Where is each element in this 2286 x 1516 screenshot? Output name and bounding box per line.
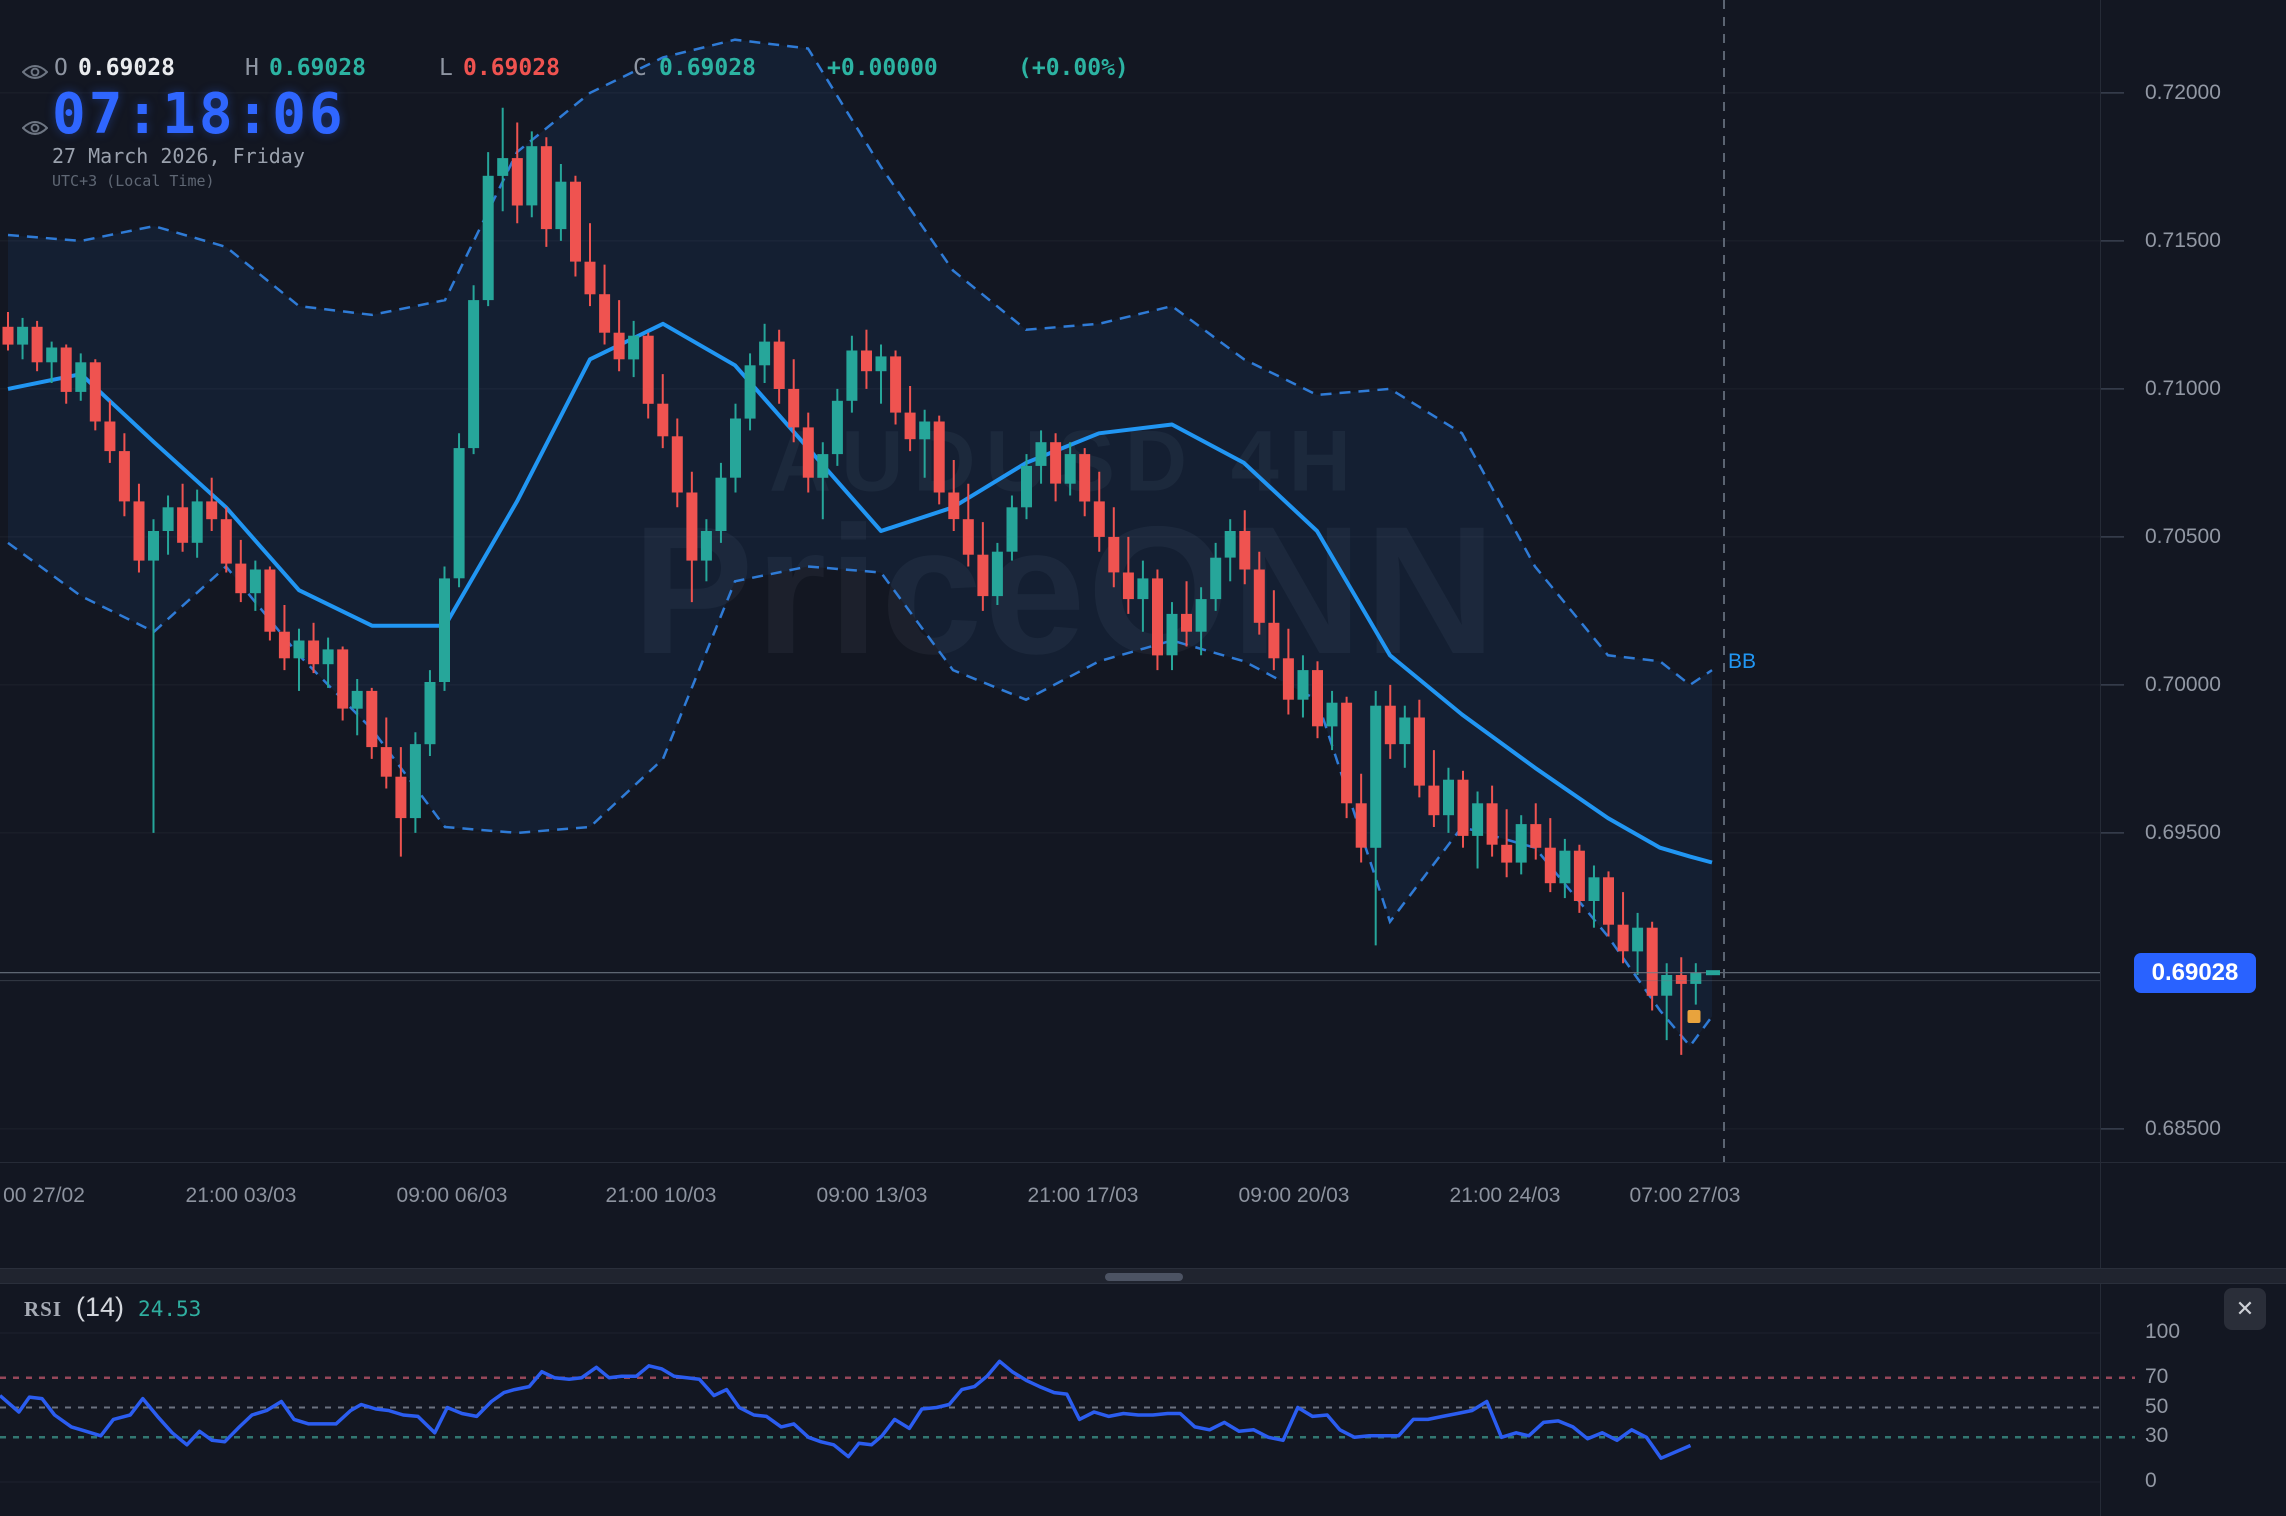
high-label: H (245, 55, 259, 81)
rsi-tick-label: 30 (2145, 1424, 2169, 1448)
rsi-header: RSI (14) 24.53 (24, 1292, 201, 1323)
price-tick-label: 0.68500 (2145, 1116, 2221, 1140)
price-scale-border (2100, 0, 2101, 1516)
last-price-badge: 0.69028 (2134, 952, 2256, 993)
date-label: 27 March 2026, Friday (52, 144, 305, 168)
time-tick-label: 00 27/02 (3, 1184, 85, 1207)
change-percent: (+0.00%) (1018, 55, 1129, 81)
close-label: C (633, 55, 647, 81)
rsi-tick-label: 0 (2145, 1469, 2157, 1492)
time-scale-border (0, 1162, 2286, 1163)
open-label: O (54, 55, 68, 81)
rsi-current-value: 24.53 (138, 1297, 202, 1321)
time-tick-label: 09:00 20/03 (1238, 1184, 1350, 1207)
open-value: 0.69028 (78, 55, 175, 81)
time-tick-label: 09:00 06/03 (396, 1184, 508, 1207)
timezone-label: UTC+3 (Local Time) (52, 172, 215, 190)
rsi-period: (14) (76, 1292, 125, 1322)
close-value: 0.69028 (659, 55, 756, 81)
low-value: 0.69028 (463, 55, 560, 81)
pane-separator[interactable] (0, 1268, 2286, 1284)
price-tick-label: 0.72000 (2145, 80, 2221, 104)
time-tick-label: 09:00 13/03 (816, 1184, 928, 1207)
eye-visibility-icon[interactable] (22, 63, 48, 81)
rsi-tick-label: 70 (2145, 1364, 2169, 1388)
eye-visibility-icon-2[interactable] (22, 119, 48, 137)
time-tick-label: 21:00 24/03 (1449, 1184, 1561, 1207)
price-tick-label: 0.71000 (2145, 376, 2221, 400)
session-clock: 07:18:06 (52, 82, 346, 147)
high-value: 0.69028 (269, 55, 366, 81)
time-tick-label: 21:00 17/03 (1027, 1184, 1139, 1207)
change-absolute: +0.00000 (827, 55, 938, 81)
time-tick-label: 21:00 10/03 (605, 1184, 717, 1207)
close-icon[interactable]: ✕ (2224, 1288, 2266, 1330)
price-tick-label: 0.70500 (2145, 524, 2221, 548)
time-tick-label: 21:00 03/03 (185, 1184, 297, 1207)
rsi-chart-canvas[interactable] (0, 1284, 2286, 1516)
price-tick-label: 0.70000 (2145, 672, 2221, 696)
price-tick-label: 0.69500 (2145, 820, 2221, 844)
time-tick-label: 07:00 27/03 (1629, 1184, 1741, 1207)
price-chart-canvas[interactable] (0, 0, 2286, 1162)
bollinger-band-label: BB (1728, 650, 1757, 673)
rsi-tick-label: 100 (2145, 1320, 2181, 1343)
price-tick-label: 0.71500 (2145, 228, 2221, 252)
rsi-title: RSI (24, 1297, 63, 1321)
pane-resize-handle[interactable] (1105, 1273, 1183, 1281)
low-label: L (439, 55, 453, 81)
rsi-tick-label: 50 (2145, 1394, 2169, 1418)
